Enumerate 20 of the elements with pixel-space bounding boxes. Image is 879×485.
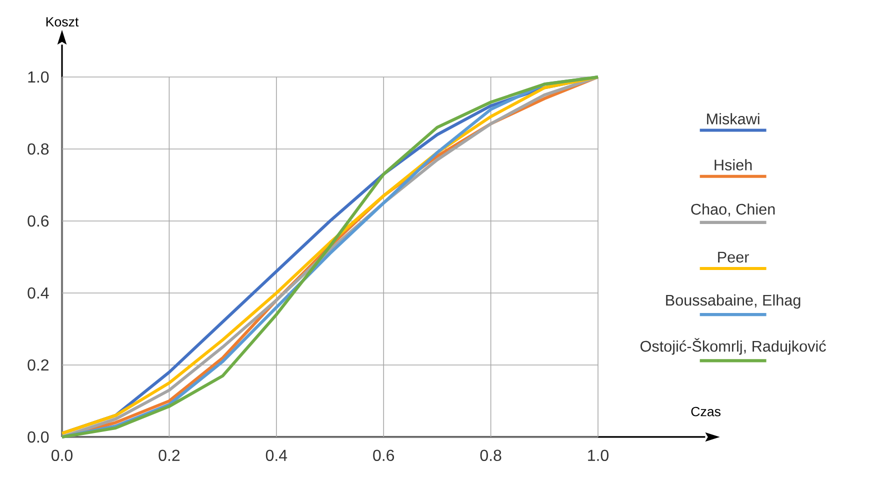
text: Ostojić-Škomrlj, Radujković: [640, 338, 826, 355]
text: Chao, Chien: [691, 203, 775, 217]
text: Boussabaine, Elhag: [666, 294, 800, 309]
x-tick-label: 1.0: [588, 450, 608, 462]
y-tick-label: 0.8: [28, 143, 49, 155]
y-axis-title: Koszt: [46, 17, 79, 27]
text: Peer: [718, 252, 749, 263]
x-tick-label: 0.2: [158, 450, 180, 462]
y-tick-label: 1.0: [28, 71, 49, 83]
text: Miskawi: [707, 113, 760, 124]
y-tick-label: 0.6: [28, 215, 49, 227]
x-tick-label: 0.6: [373, 450, 394, 462]
y-tick-label: 0.2: [28, 359, 48, 371]
x-tick-label: 0.4: [266, 450, 288, 462]
x-tick-label: 0.8: [480, 450, 502, 462]
x-axis-title: Czas: [691, 406, 721, 416]
text: Hsieh: [714, 159, 752, 170]
y-tick-label: 0.0: [28, 431, 49, 443]
x-tick-label: 0.0: [52, 450, 73, 462]
y-tick-label: 0.4: [28, 287, 49, 299]
